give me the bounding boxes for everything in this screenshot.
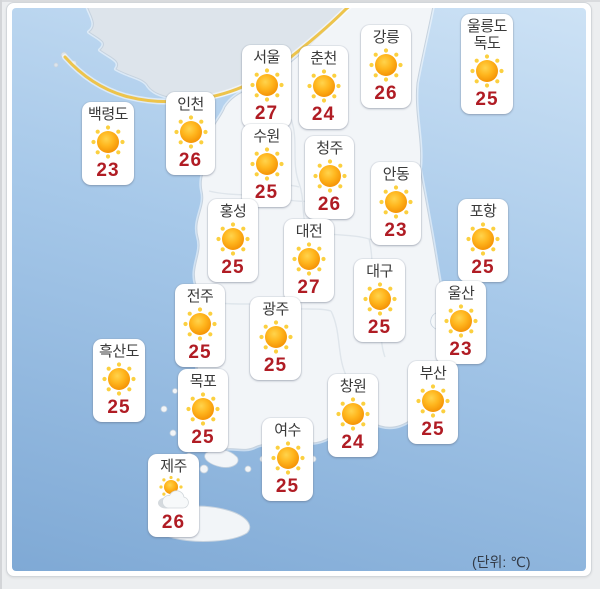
city-card: 전주 25: [175, 284, 225, 367]
temperature: 26: [178, 150, 203, 171]
city-card: 울산 23: [436, 281, 486, 364]
city-card: 안동 23: [371, 162, 421, 245]
city-card: 창원 24: [328, 374, 378, 457]
temperature: 25: [275, 476, 300, 497]
city-card: 강릉 26: [361, 25, 411, 108]
temperature: 25: [475, 89, 499, 110]
temperature: 25: [471, 257, 495, 278]
page-top-border: [0, 0, 600, 2]
city-name: 여수: [274, 422, 301, 439]
city-name: 울릉도 독도: [467, 18, 507, 52]
temperature: 26: [317, 194, 342, 215]
city-name: 제주: [160, 458, 187, 475]
city-card: 흑산도 25: [93, 339, 145, 422]
temperature: 26: [374, 83, 398, 104]
city-name: 청주: [316, 140, 343, 157]
sun-icon: [336, 397, 370, 431]
sun-behind-cloud-icon: [157, 476, 189, 509]
temperature: 24: [341, 432, 365, 453]
city-name: 흑산도: [99, 343, 139, 360]
city-card: 여수 25: [262, 418, 313, 501]
temperature: 25: [421, 419, 445, 440]
city-card: 제주 26: [148, 454, 199, 537]
sun-icon: [306, 69, 341, 103]
city-card: 대구 25: [354, 259, 405, 342]
city-card: 포항 25: [458, 199, 508, 282]
city-name: 부산: [419, 365, 447, 382]
city-name: 안동: [382, 166, 410, 183]
sun-icon: [312, 159, 347, 193]
city-card: 목포 25: [178, 369, 228, 452]
city-name: 백령도: [88, 106, 128, 123]
city-card: 대전 27: [284, 219, 334, 302]
city-card: 수원 25: [242, 124, 291, 207]
sun-icon: [416, 384, 450, 418]
temperature: 27: [254, 103, 279, 124]
temperature: 25: [107, 397, 131, 418]
city-card: 청주 26: [305, 136, 354, 219]
temperature: 24: [311, 104, 336, 125]
temperature: 25: [367, 317, 392, 338]
sun-icon: [173, 115, 208, 149]
temperature: 23: [449, 339, 473, 360]
sun-icon: [102, 362, 136, 396]
temperature: 26: [161, 512, 186, 533]
page-left-border: [0, 0, 2, 589]
sun-icon: [249, 147, 284, 181]
city-card: 광주 25: [250, 297, 301, 380]
temperature: 23: [384, 220, 408, 241]
sun-icon: [444, 304, 478, 338]
sun-icon: [249, 68, 284, 102]
temperature: 27: [297, 277, 321, 298]
city-card: 홍성 25: [208, 199, 258, 282]
city-name: 광주: [262, 301, 289, 318]
temperature: 25: [263, 355, 288, 376]
sun-icon: [470, 54, 504, 88]
sun-icon: [369, 48, 403, 82]
city-card: 부산 25: [408, 361, 458, 444]
temperature: 23: [96, 160, 120, 181]
city-card: 춘천 24: [299, 46, 348, 129]
temperature: 25: [221, 257, 245, 278]
city-name: 홍성: [219, 203, 247, 220]
city-name: 창원: [339, 378, 367, 395]
city-name: 서울: [253, 49, 280, 66]
city-name: 대전: [295, 223, 323, 240]
city-card: 백령도 23: [82, 102, 134, 185]
city-name: 인천: [177, 96, 204, 113]
sun-icon: [379, 185, 413, 219]
city-name: 포항: [469, 203, 497, 220]
city-name: 대구: [366, 263, 393, 280]
sun-icon: [466, 222, 500, 256]
city-card: 울릉도 독도 25: [461, 14, 513, 114]
sun-icon: [362, 282, 397, 316]
city-name: 울산: [447, 285, 475, 302]
city-name: 강릉: [372, 29, 400, 46]
city-card: 인천 26: [166, 92, 215, 175]
temperature: 25: [191, 427, 215, 448]
city-name: 전주: [186, 288, 214, 305]
sun-icon: [292, 242, 326, 276]
unit-note: (단위: ℃): [472, 554, 531, 570]
city-name: 춘천: [310, 50, 337, 67]
city-name: 목포: [189, 373, 217, 390]
sun-icon: [183, 307, 217, 341]
sun-icon: [258, 320, 293, 354]
sun-icon: [186, 392, 220, 426]
sun-icon: [216, 222, 250, 256]
city-name: 수원: [253, 128, 280, 145]
temperature: 25: [188, 342, 212, 363]
sun-icon: [91, 125, 125, 159]
sun-icon: [270, 441, 305, 475]
temperature: 25: [254, 182, 279, 203]
city-card: 서울 27: [242, 45, 291, 128]
